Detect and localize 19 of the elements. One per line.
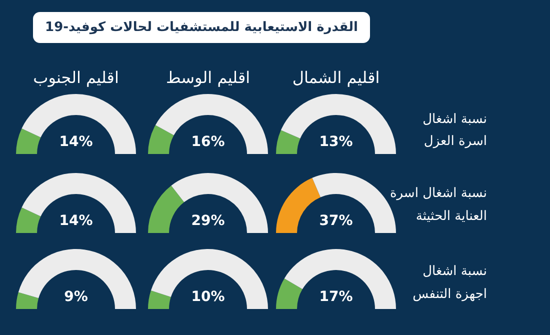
text: 13% — [319, 134, 353, 150]
text: اجهزة التنفس — [412, 287, 487, 302]
text: نسبة اشغال — [422, 112, 487, 127]
text: العناية الحثيثة — [416, 209, 487, 224]
text: 17% — [319, 289, 353, 305]
chart-title: اقليم الشمال — [292, 68, 380, 87]
text: 10% — [191, 289, 225, 305]
text: 16% — [191, 134, 225, 150]
chart-title: اقليم الجنوب — [33, 68, 119, 87]
text: 14% — [59, 213, 93, 229]
chart-title: اقليم الوسط — [166, 68, 250, 87]
text: 14% — [59, 134, 93, 150]
text: 9% — [64, 289, 88, 305]
text: 37% — [319, 213, 353, 229]
text: نسبة اشغال اسرة — [390, 186, 487, 201]
text: 29% — [191, 213, 225, 229]
text: اسرة العزل — [424, 134, 487, 149]
text: نسبة اشغال — [422, 264, 487, 279]
text: القدرة الاستيعابية للمستشفيات لحالات كوفيد-19 — [33, 12, 370, 43]
